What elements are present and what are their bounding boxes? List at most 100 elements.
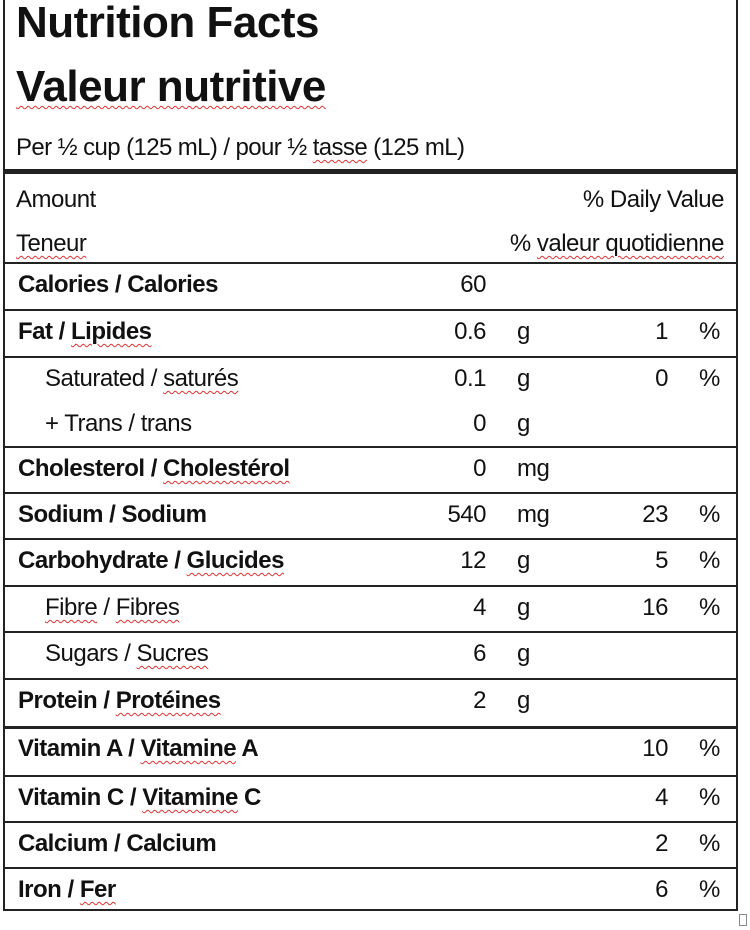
row-divider <box>3 631 738 633</box>
daily-value-percent: 4 <box>655 784 668 811</box>
daily-value-percent: 16 <box>642 594 668 621</box>
serving-text: Per ½ cup (125 mL) / pour ½ <box>16 134 313 161</box>
title-french-text: Valeur nutritive <box>16 62 326 111</box>
amount-unit: mg <box>517 501 550 528</box>
nutrient-row: Fat / Lipides 0.6 g 1% <box>3 310 738 356</box>
nutrient-name-part: Iron / <box>18 876 80 903</box>
nutrient-name-part: Vitamine <box>140 735 237 762</box>
amount-unit: g <box>517 365 530 392</box>
daily-value-label: % Daily Value <box>582 186 725 213</box>
amount-unit: g <box>517 687 530 714</box>
pct-prefix: % <box>509 230 537 257</box>
serving-text-end: (125 mL) <box>367 134 465 161</box>
percent-sign: % <box>699 876 720 903</box>
nutrient-name-part: Fat / <box>18 318 72 345</box>
nutrient-name-part: Vitamin C / <box>18 784 143 811</box>
table-resize-handle[interactable] <box>739 914 747 926</box>
nutrient-name-part: Cholestérol <box>163 455 290 482</box>
nutrient-name: Vitamin A / Vitamine A <box>18 735 259 763</box>
daily-value-percent: 1 <box>655 318 668 345</box>
amount-unit: g <box>517 594 530 621</box>
nutrient-name-part: Calcium / Calcium <box>18 830 217 857</box>
nutrient-row: Calcium / Calcium 2% <box>3 822 738 868</box>
title-english: Nutrition Facts <box>16 0 319 47</box>
percent-sign: % <box>699 594 720 621</box>
nutrient-row: Sodium / Sodium 540 mg 23% <box>3 493 738 539</box>
row-divider <box>3 356 738 358</box>
nutrient-name: Fibre / Fibres <box>45 594 180 622</box>
nutrient-name: Fat / Lipides <box>18 318 152 346</box>
amount-value: 0.6 <box>454 318 486 345</box>
nutrient-name: Vitamin C / Vitamine C <box>18 784 261 812</box>
daily-value-percent: 2 <box>655 830 668 857</box>
amount-value: 2 <box>473 687 486 714</box>
nutrient-name: + Trans / trans <box>45 410 192 438</box>
row-divider <box>3 309 738 311</box>
daily-value-percent: 5 <box>655 547 668 574</box>
nutrient-name-part: saturés <box>163 365 239 392</box>
row-divider <box>3 775 738 777</box>
nutrient-name-part: Sucres <box>136 640 209 667</box>
teneur-label: Teneur <box>16 230 87 258</box>
amount-value: 540 <box>447 501 486 528</box>
percent-sign: % <box>699 784 720 811</box>
amount-label: Amount <box>16 186 96 213</box>
amount-value: 0.1 <box>454 365 486 392</box>
percent-sign: % <box>699 547 720 574</box>
nutrient-row: Fibre / Fibres 4 g 16% <box>3 586 738 632</box>
serving-text-underlined: tasse <box>312 134 368 161</box>
daily-value-percent: 0 <box>655 365 668 392</box>
nutrient-row: Cholesterol / Cholestérol 0 mg <box>3 447 738 493</box>
percent-sign: % <box>699 735 720 762</box>
nutrient-name-part: Carbohydrate / <box>18 547 187 574</box>
nutrient-name-part: A <box>236 735 259 762</box>
nutrient-name-part: Fibre <box>45 594 98 621</box>
nutrient-name: Calories / Calories <box>18 271 218 299</box>
nutrient-row: Calories / Calories 60 <box>3 263 738 309</box>
nutrition-facts-table <box>3 0 738 911</box>
valeur-quotidienne-label: % valeur quotidienne <box>509 230 725 258</box>
nutrient-name-part: + Trans / trans <box>45 410 192 437</box>
amount-value: 12 <box>460 547 486 574</box>
serving-size: Per ½ cup (125 mL) / pour ½ tasse (125 m… <box>16 134 465 162</box>
percent-sign: % <box>699 318 720 345</box>
nutrient-name-part: Fer <box>79 876 116 903</box>
amount-value: 0 <box>473 455 486 482</box>
nutrient-row: Vitamin A / Vitamine A 10% <box>3 727 738 773</box>
row-divider <box>3 585 738 587</box>
amount-value: 4 <box>473 594 486 621</box>
nutrient-name-part: Protein / <box>18 687 116 714</box>
row-divider <box>3 678 738 680</box>
amount-value: 60 <box>460 271 486 298</box>
nutrient-name-part: Cholesterol / <box>18 455 164 482</box>
nutrient-row: Iron / Fer 6% <box>3 868 738 914</box>
nutrient-name-part: / <box>97 594 116 621</box>
nutrient-row: Carbohydrate / Glucides 12 g 5% <box>3 539 738 585</box>
nutrient-name-part: Sugars / <box>45 640 137 667</box>
row-divider <box>3 446 738 448</box>
row-divider <box>3 492 738 494</box>
daily-value-percent: 6 <box>655 876 668 903</box>
nutrient-name-part: Lipides <box>71 318 152 345</box>
nutrient-name-part: Saturated / <box>45 365 164 392</box>
amount-unit: mg <box>517 455 550 482</box>
row-divider <box>3 867 738 869</box>
percent-sign: % <box>699 830 720 857</box>
nutrient-row: Sugars / Sucres 6 g <box>3 632 738 678</box>
row-divider <box>3 726 738 729</box>
amount-unit: g <box>517 318 530 345</box>
amount-unit: g <box>517 410 530 437</box>
nutrient-name-part: Vitamin A / <box>18 735 141 762</box>
row-divider <box>3 821 738 823</box>
row-divider <box>3 262 738 264</box>
valeur-quotidienne-text: valeur quotidienne <box>536 230 725 257</box>
row-divider <box>3 538 738 540</box>
thick-divider <box>3 169 738 174</box>
nutrient-row: + Trans / trans 0 g <box>3 402 738 448</box>
nutrient-row: Vitamin C / Vitamine C 4% <box>3 776 738 822</box>
title-french: Valeur nutritive <box>16 62 326 112</box>
nutrient-name-part: Calories / Calories <box>18 271 218 298</box>
teneur-text: Teneur <box>16 230 87 257</box>
amount-value: 6 <box>473 640 486 667</box>
percent-sign: % <box>699 501 720 528</box>
